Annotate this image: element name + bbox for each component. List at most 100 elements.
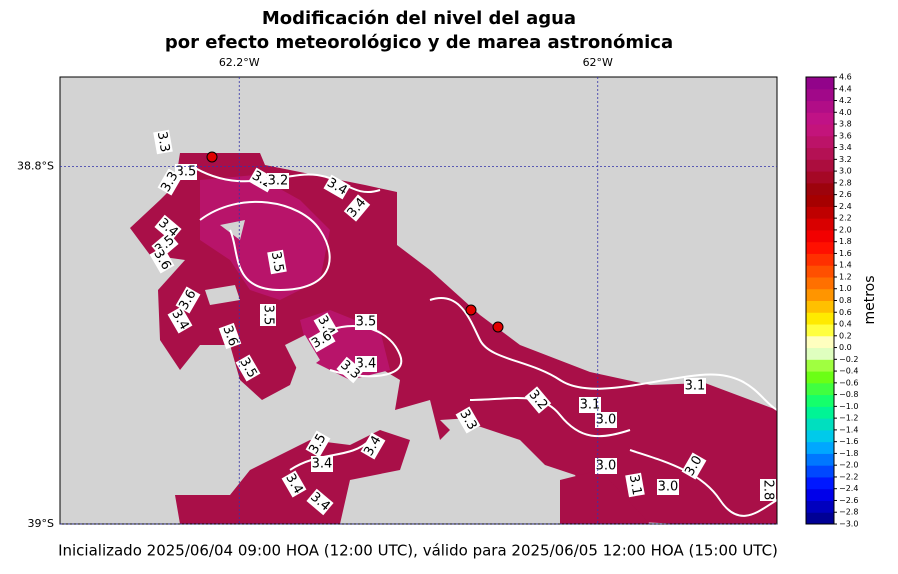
colorbar-segment [806,171,834,184]
contour-label-bg [157,168,183,196]
colorbar-segment [806,182,834,196]
colorbar-tick-label: −1.4 [839,425,858,434]
title-line: Modificación del nivel del agua [262,8,576,29]
colorbar-segment [806,453,834,466]
colorbar-segment [806,147,834,160]
colorbar-segment [806,429,834,443]
colorbar-tick-label: 2.0 [839,225,852,234]
colorbar-tick-label: 4.0 [839,108,852,117]
colorbar-tick-label: 3.4 [839,143,852,152]
contour-label: 3.4 [356,357,377,372]
colorbar-segment [806,112,834,125]
colorbar-tick-label: 2.4 [839,202,852,211]
x-tick-label: 62°W [583,56,613,69]
contour-label-bg [149,246,175,274]
colorbar-segment [806,512,834,525]
colorbar-segment [806,335,834,349]
contour-label: 3.0 [658,480,679,495]
colorbar-tick-label: −0.4 [839,367,858,376]
contour-label: 3.2 [268,174,289,189]
contour-label: 3.1 [580,398,601,413]
colorbar-segment [806,500,834,513]
contour-label-bg [760,479,776,501]
colorbar-tick-label: 1.4 [839,261,852,270]
contour-label: 3.0 [596,413,617,428]
colorbar-segment [806,265,834,278]
colorbar-segment [806,394,834,407]
contour-label: 3.5 [268,251,286,274]
colorbar-tick-label: −0.6 [839,378,858,387]
contour-label-bg [175,286,201,314]
contour-label-bg [681,452,707,480]
contour-label-bg [595,412,617,428]
colorbar-tick-label: 1.6 [839,249,852,258]
colorbar-tick-label: −0.2 [839,355,858,364]
contour-label-bg [308,327,336,353]
colorbar-segment [806,488,834,501]
contour-label: 3.3 [154,131,172,154]
contour-label: 3.4 [312,457,333,472]
contour-label-bg [267,173,289,189]
colorbar-tick-label: 2.8 [839,178,852,187]
colorbar-tick-label: −3.0 [839,520,858,529]
colorbar-segment [806,300,834,313]
colorbar-tick-label: 1.8 [839,237,852,246]
y-tick-label: 38.8°S [17,159,54,172]
colorbar-tick-label: −2.6 [839,496,858,505]
station-marker [206,151,504,333]
colorbar-segment [806,476,834,490]
colorbar-tick-label: −1.6 [839,437,858,446]
title-line: por efecto meteorológico y de marea astr… [165,32,673,53]
colorbar-segment [806,324,834,337]
colorbar-segment [806,124,834,137]
colorbar-tick-label: −1.0 [839,402,858,411]
colorbar-segment [806,382,834,396]
colorbar-segment [806,194,834,207]
contour-label-bg [306,488,334,516]
colorbar-tick-label: 0.0 [839,343,852,352]
colorbar-tick-label: −2.0 [839,461,858,470]
contour-label-bg [355,356,377,372]
contour-label: 3.5 [261,305,276,326]
map-frame [59,76,778,525]
contour-lines [189,164,778,517]
contour-label: 3.1 [685,379,706,394]
contour-label-bg [305,430,331,458]
contour-label-bg [625,472,645,498]
contour-label-bg [313,312,339,340]
colorbar-tick-label: 3.6 [839,131,852,140]
contour-label-bg [355,314,377,330]
contour-label-bg [311,456,333,472]
colorbar-tick-label: 3.0 [839,167,852,176]
contour-label-bg [235,354,261,382]
contour-label-bg [218,322,242,350]
colorbar-tick-label: −1.8 [839,449,858,458]
contour-label-bg [267,249,287,275]
colorbar-tick-label: 1.0 [839,284,852,293]
colorbar-segment [806,441,834,454]
colorbar-tick-label: −0.8 [839,390,858,399]
y-tick-label: 39°S [28,517,54,530]
contour-label-bg [524,386,552,414]
colorbar-segment [806,312,834,325]
footer: Inicializado 2025/06/04 09:00 HOA (12:00… [58,542,778,560]
contour-label-bg [281,470,307,498]
colorbar-segment [806,276,834,290]
contour-label: 3.1 [626,474,644,497]
contour-label: 3.0 [596,459,617,474]
colorbar-segment [806,159,834,172]
colorbar-segment [806,206,834,219]
colorbar-tick-label: −1.2 [839,414,858,423]
land-patch [205,220,470,440]
colorbar-segment [806,288,834,301]
colorbar-tick-label: 0.6 [839,308,852,317]
contour-label-bg [323,174,351,200]
contour-label-bg [657,479,679,495]
colorbar-tick-label: 4.2 [839,96,852,105]
colorbar-segment [806,406,834,419]
contour-label: 3.5 [356,315,377,330]
colorbar-tick-label: 1.2 [839,272,852,281]
contour-label-bg [360,432,386,460]
colorbar-segment [806,218,834,231]
